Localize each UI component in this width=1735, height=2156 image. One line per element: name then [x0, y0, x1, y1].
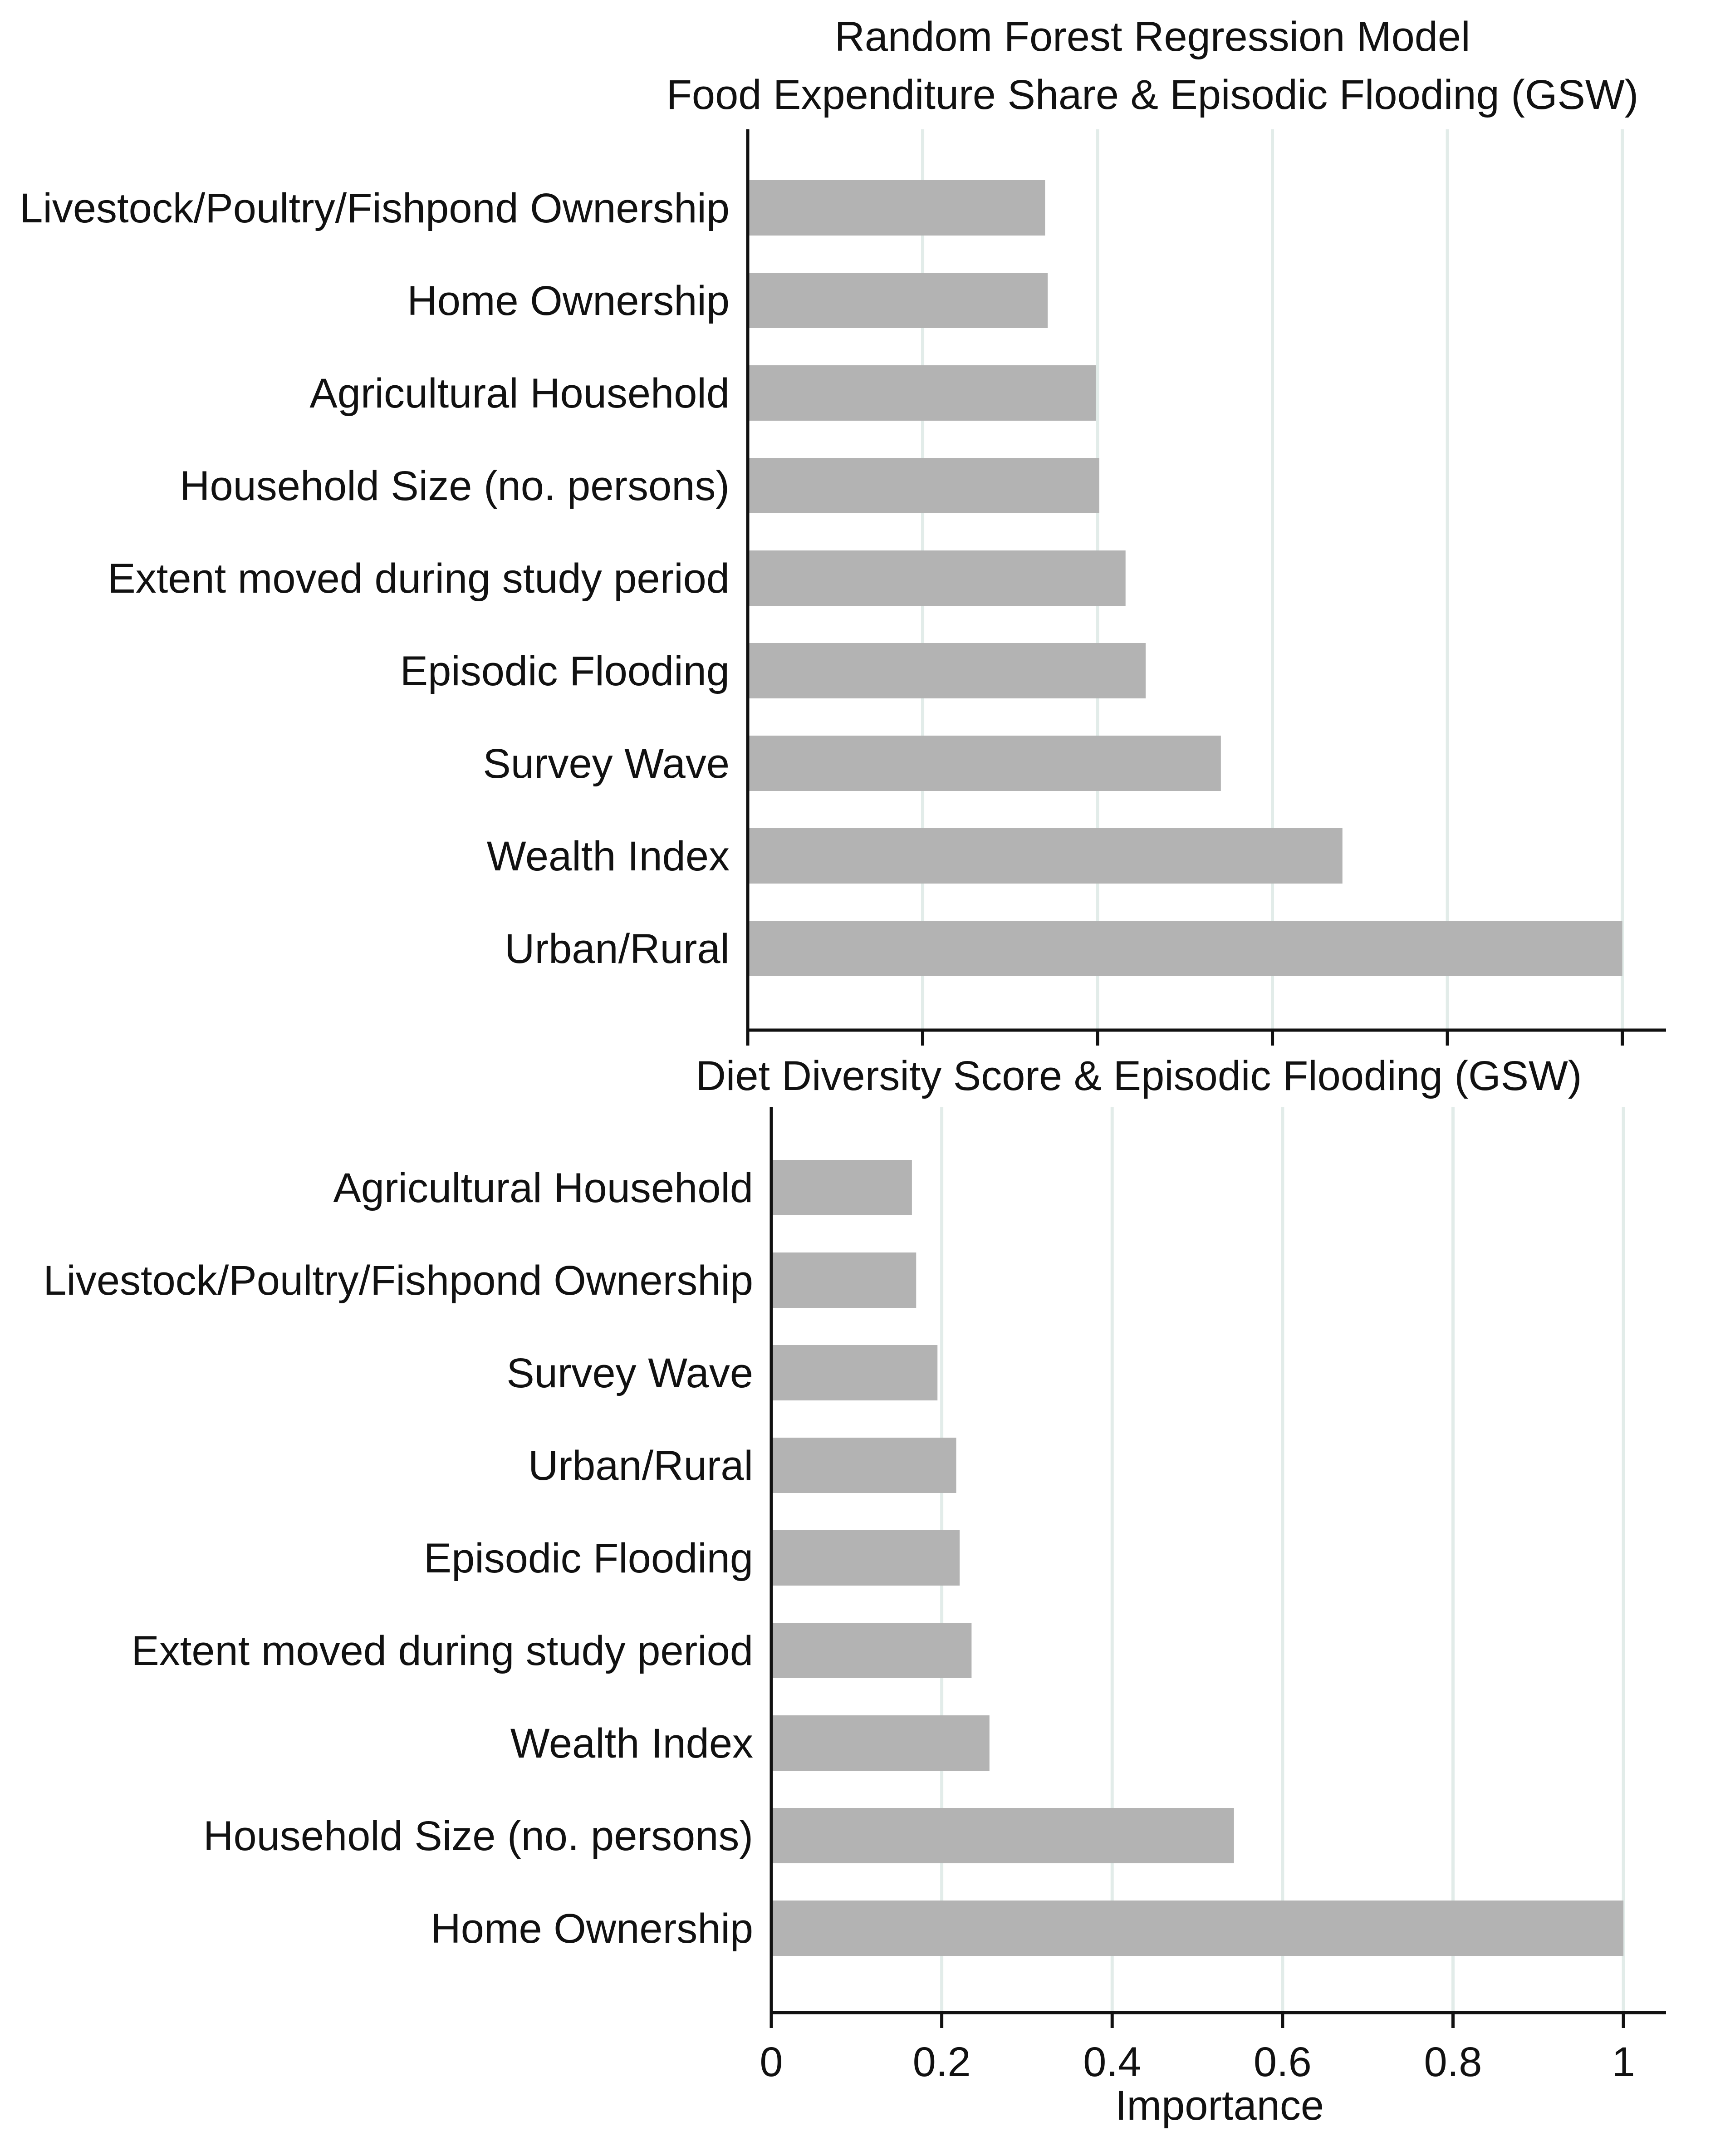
category-label: Agricultural Household — [333, 1165, 753, 1211]
bar — [748, 365, 1096, 421]
bar — [748, 921, 1622, 976]
category-label: Livestock/Poultry/Fishpond Ownership — [43, 1257, 753, 1304]
category-label: Household Size (no. persons) — [203, 1813, 753, 1859]
bar — [771, 1160, 912, 1215]
bar — [771, 1438, 956, 1493]
x-tick-label: 0.6 — [1254, 2039, 1312, 2085]
bar — [748, 736, 1221, 791]
x-tick-label: 0.4 — [1083, 2039, 1141, 2085]
figure-title: Random Forest Regression Model — [834, 14, 1470, 60]
bar — [771, 1808, 1234, 1863]
category-label: Urban/Rural — [505, 926, 730, 972]
category-label: Extent moved during study period — [131, 1628, 753, 1674]
panel-2-title: Diet Diversity Score & Episodic Flooding… — [696, 1053, 1582, 1099]
category-label: Urban/Rural — [528, 1443, 753, 1489]
bar — [771, 1345, 938, 1400]
category-label: Wealth Index — [510, 1720, 753, 1767]
bar — [771, 1901, 1624, 1956]
bar — [771, 1715, 990, 1771]
bar — [748, 643, 1146, 698]
x-tick-label: 1 — [1612, 2039, 1635, 2085]
x-axis-label: Importance — [1115, 2082, 1324, 2129]
bar — [771, 1252, 917, 1308]
x-tick-label: 0 — [760, 2039, 783, 2085]
x-tick-label: 0.8 — [1424, 2039, 1482, 2085]
category-label: Agricultural Household — [309, 370, 730, 417]
bar — [748, 273, 1048, 328]
panel-food-expenditure: Livestock/Poultry/Fishpond Ownership Home… — [20, 129, 1666, 1046]
category-label: Home Ownership — [431, 1906, 753, 1952]
category-label: Survey Wave — [483, 741, 730, 787]
bar — [748, 458, 1099, 513]
bar — [771, 1623, 972, 1678]
bar — [748, 828, 1343, 884]
bar — [748, 180, 1045, 236]
bar — [748, 550, 1126, 606]
category-label: Episodic Flooding — [424, 1535, 753, 1581]
x-tick-label: 0.2 — [913, 2039, 971, 2085]
category-label: Livestock/Poultry/Fishpond Ownership — [20, 185, 730, 231]
category-label: Home Ownership — [407, 278, 730, 324]
bar — [771, 1530, 960, 1586]
category-label: Episodic Flooding — [400, 648, 730, 694]
category-label: Extent moved during study period — [108, 555, 730, 602]
category-label: Survey Wave — [506, 1350, 753, 1396]
panel-diet-diversity: Agricultural Household Livestock/Poultry/… — [43, 1107, 1666, 2085]
category-label: Wealth Index — [487, 833, 730, 879]
category-label: Household Size (no. persons) — [180, 463, 730, 509]
panel-1-title: Food Expenditure Share & Episodic Floodi… — [667, 72, 1639, 118]
